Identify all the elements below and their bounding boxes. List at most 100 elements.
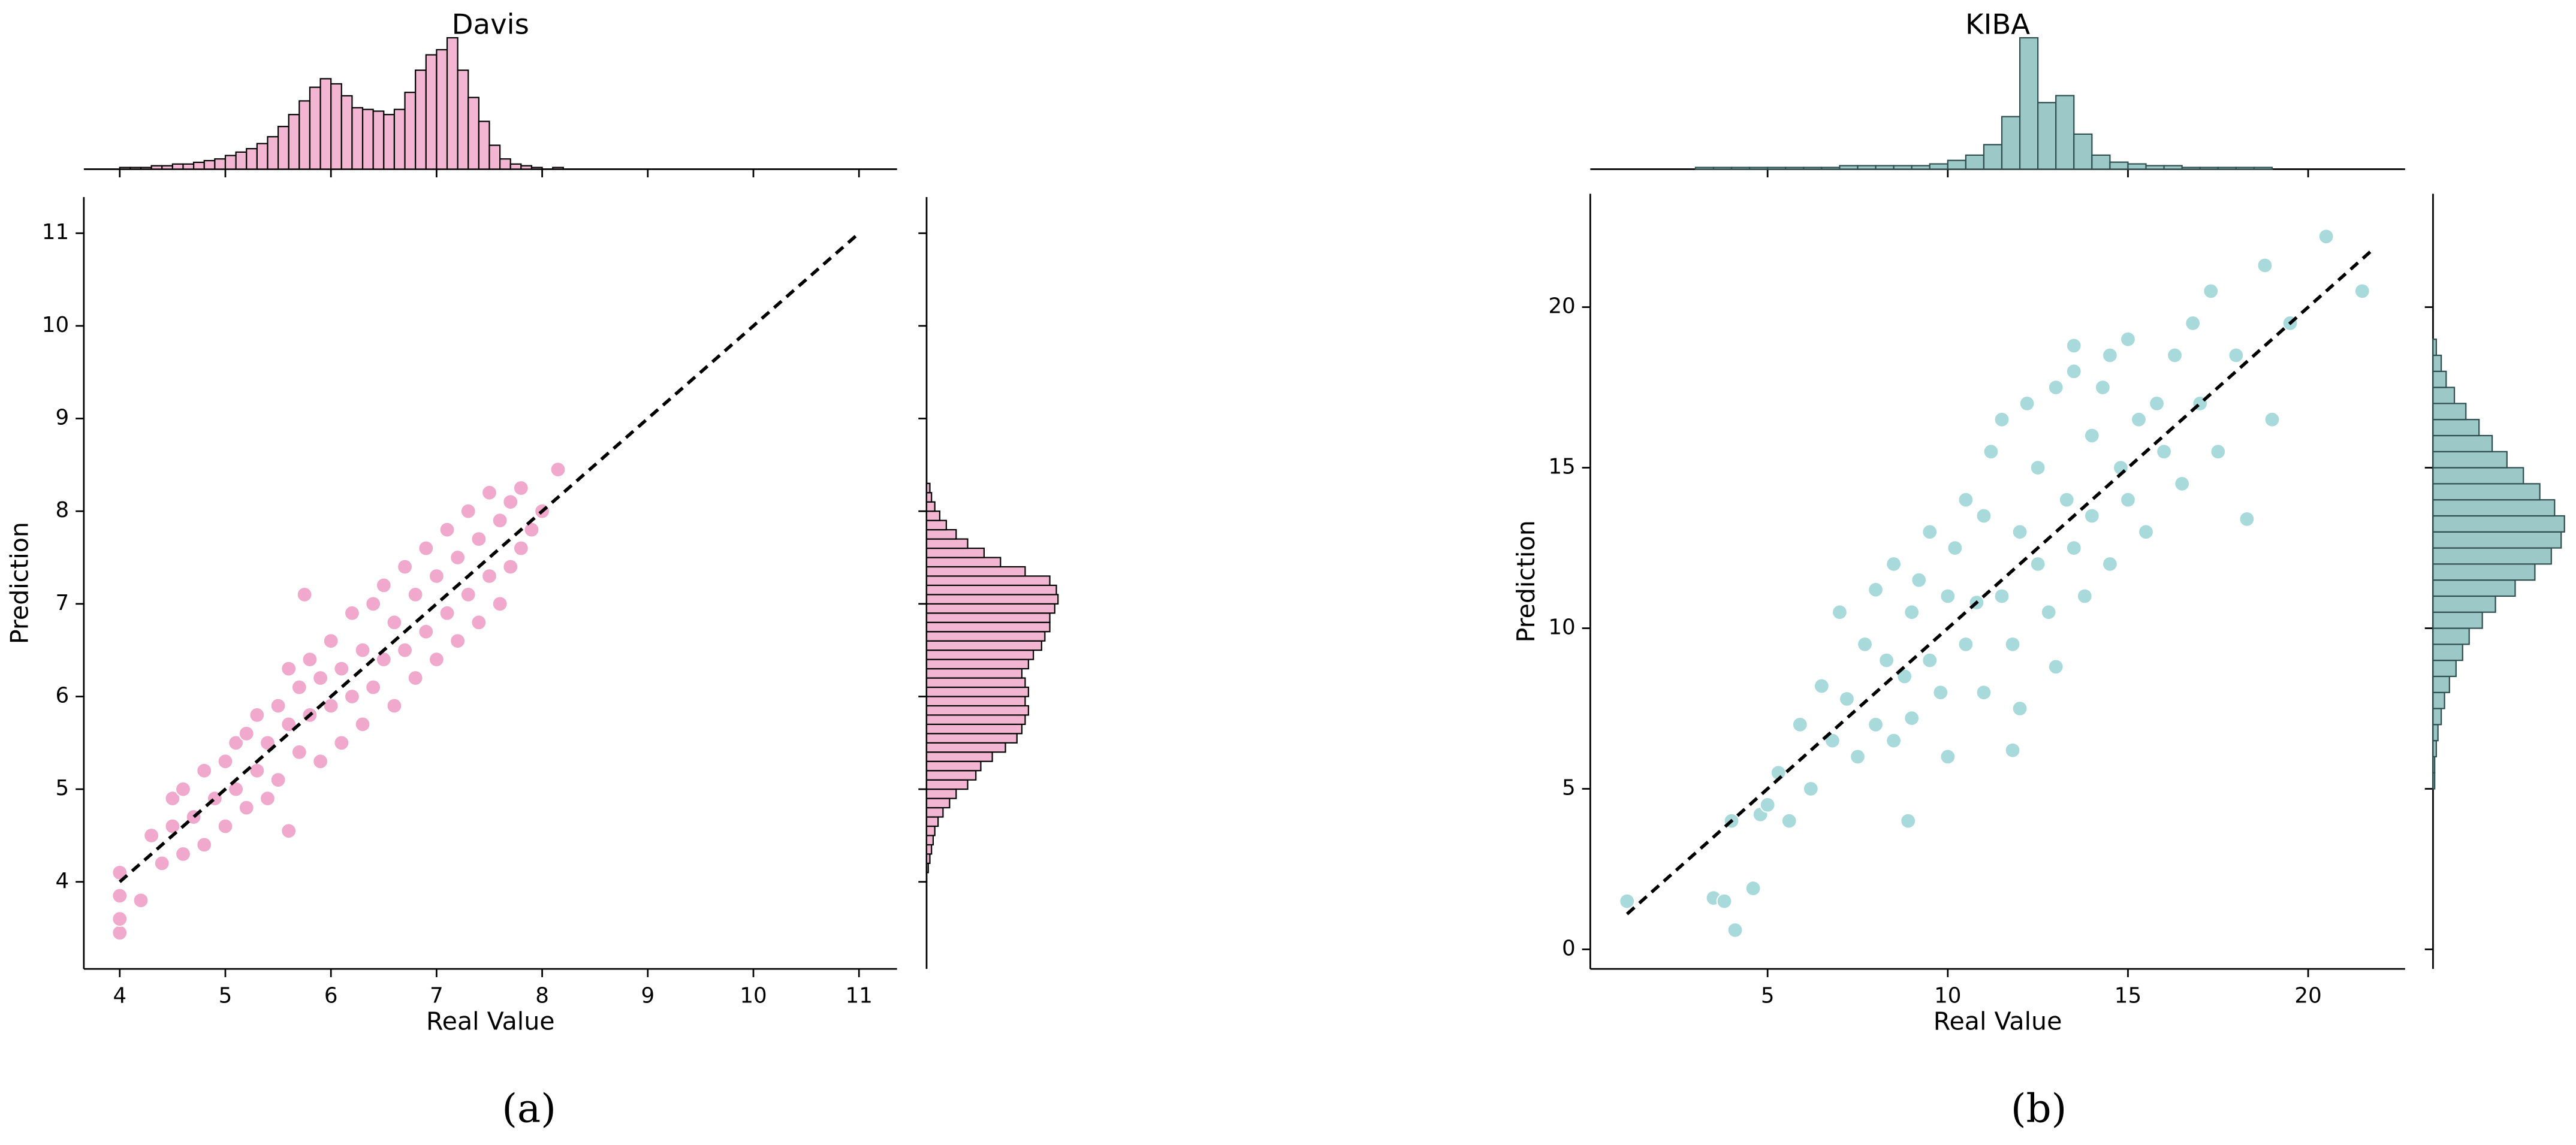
- hist-bar: [925, 853, 931, 864]
- scatter-point: [1868, 717, 1884, 733]
- scatter-point: [429, 568, 445, 584]
- hist-bar: [425, 54, 438, 170]
- scatter-point: [386, 697, 403, 714]
- hist-bar: [925, 844, 933, 855]
- scatter-point: [2102, 556, 2118, 572]
- scatter-point: [1814, 678, 1830, 694]
- x-tick-label: 20: [2294, 984, 2321, 1008]
- scatter-point: [502, 494, 519, 510]
- hist-bar: [925, 862, 929, 874]
- hist-bar: [267, 136, 279, 170]
- hist-bar: [235, 151, 248, 170]
- hist-bar: [925, 788, 957, 799]
- y-tick-label: 7: [56, 591, 70, 615]
- hist-bar: [499, 158, 511, 170]
- scatter-point: [312, 670, 328, 686]
- scatter-point: [1939, 588, 1956, 605]
- x-tick-label: 7: [430, 984, 444, 1008]
- scatter-point: [1745, 880, 1761, 896]
- x-tick-label: 5: [1761, 984, 1775, 1008]
- hist-bar: [2163, 165, 2183, 170]
- hist-bar: [1749, 167, 1769, 170]
- hist-bar: [925, 482, 931, 494]
- hist-bar: [193, 161, 205, 170]
- hist-bar: [2127, 163, 2147, 170]
- hist-bar: [140, 167, 152, 170]
- scatter-point: [2011, 700, 2028, 717]
- hist-bar: [925, 723, 1023, 735]
- scatter-point: [2131, 411, 2147, 428]
- scatter-point: [2095, 379, 2111, 395]
- scatter-point: [418, 540, 435, 557]
- hist-bar: [298, 100, 311, 170]
- scatter-point: [2047, 379, 2064, 395]
- y-tick-label: 15: [1548, 455, 1575, 479]
- scatter-point: [470, 614, 487, 631]
- hist-bar: [2432, 675, 2450, 693]
- hist-bar: [1875, 165, 1895, 170]
- scatter-point: [1939, 748, 1956, 765]
- y-tick-label: 8: [56, 498, 70, 522]
- hist-bar: [393, 108, 406, 170]
- scatter-point: [2004, 742, 2021, 759]
- hist-bar: [1983, 144, 2003, 170]
- y-tick-label: 11: [42, 220, 69, 244]
- scatter-point: [270, 772, 286, 788]
- hist-bar: [309, 86, 321, 170]
- scatter-point: [2167, 347, 2183, 364]
- scatter-point: [312, 753, 328, 770]
- scatter-point: [2047, 658, 2064, 675]
- hist-bar: [256, 143, 269, 170]
- scatter-point: [2065, 363, 2082, 380]
- scatter-point: [365, 679, 381, 696]
- hist-bar: [925, 667, 1023, 679]
- scatter-point: [1868, 581, 1884, 598]
- hist-bar: [2055, 95, 2075, 170]
- scatter-point: [1932, 684, 1949, 701]
- hist-bar: [1893, 165, 1913, 170]
- scatter-point: [1983, 443, 1999, 460]
- hist-bar: [119, 167, 131, 170]
- scatter-point: [2084, 507, 2100, 524]
- hist-bar: [2109, 161, 2129, 170]
- hist-bar: [2432, 627, 2470, 645]
- scatter-point: [502, 558, 519, 575]
- scatter-point: [2264, 411, 2281, 428]
- hist-bar: [2432, 772, 2436, 790]
- scatter-point: [322, 697, 339, 714]
- hist-bar: [246, 148, 258, 170]
- scatter-point: [1886, 732, 1902, 749]
- hist-bar: [171, 163, 184, 170]
- hist-bar: [925, 640, 1042, 651]
- hist-bar: [383, 114, 396, 170]
- scatter-point: [344, 605, 360, 621]
- hist-bar: [1839, 165, 1859, 170]
- scatter-point: [1886, 556, 1902, 572]
- hist-bar: [415, 70, 427, 170]
- hist-bar: [340, 95, 353, 170]
- hist-bar: [925, 816, 939, 827]
- hist-bar: [129, 167, 142, 170]
- y-axis-label: Prediction: [1512, 520, 1540, 642]
- scatter-point: [280, 823, 297, 839]
- x-tick-label: 6: [324, 984, 338, 1008]
- caption: (a): [502, 1086, 556, 1132]
- hist-bar: [2432, 724, 2439, 742]
- scatter-point: [523, 521, 540, 538]
- caption: (b): [2011, 1086, 2067, 1132]
- hist-bar: [925, 760, 982, 772]
- scatter-point: [354, 716, 371, 733]
- scatter-point: [2239, 511, 2255, 527]
- scatter-point: [2065, 540, 2082, 556]
- scatter-point: [1832, 604, 1848, 621]
- hist-bar: [330, 83, 342, 170]
- scatter-point: [1947, 540, 1963, 556]
- scatter-point: [2077, 588, 2093, 605]
- scatter-point: [280, 660, 297, 677]
- scatter-point: [550, 461, 566, 478]
- scatter-point: [439, 521, 456, 538]
- hist-bar: [925, 557, 1002, 568]
- hist-bar: [361, 108, 374, 170]
- scatter-point: [196, 762, 213, 779]
- hist-bar: [2432, 483, 2541, 501]
